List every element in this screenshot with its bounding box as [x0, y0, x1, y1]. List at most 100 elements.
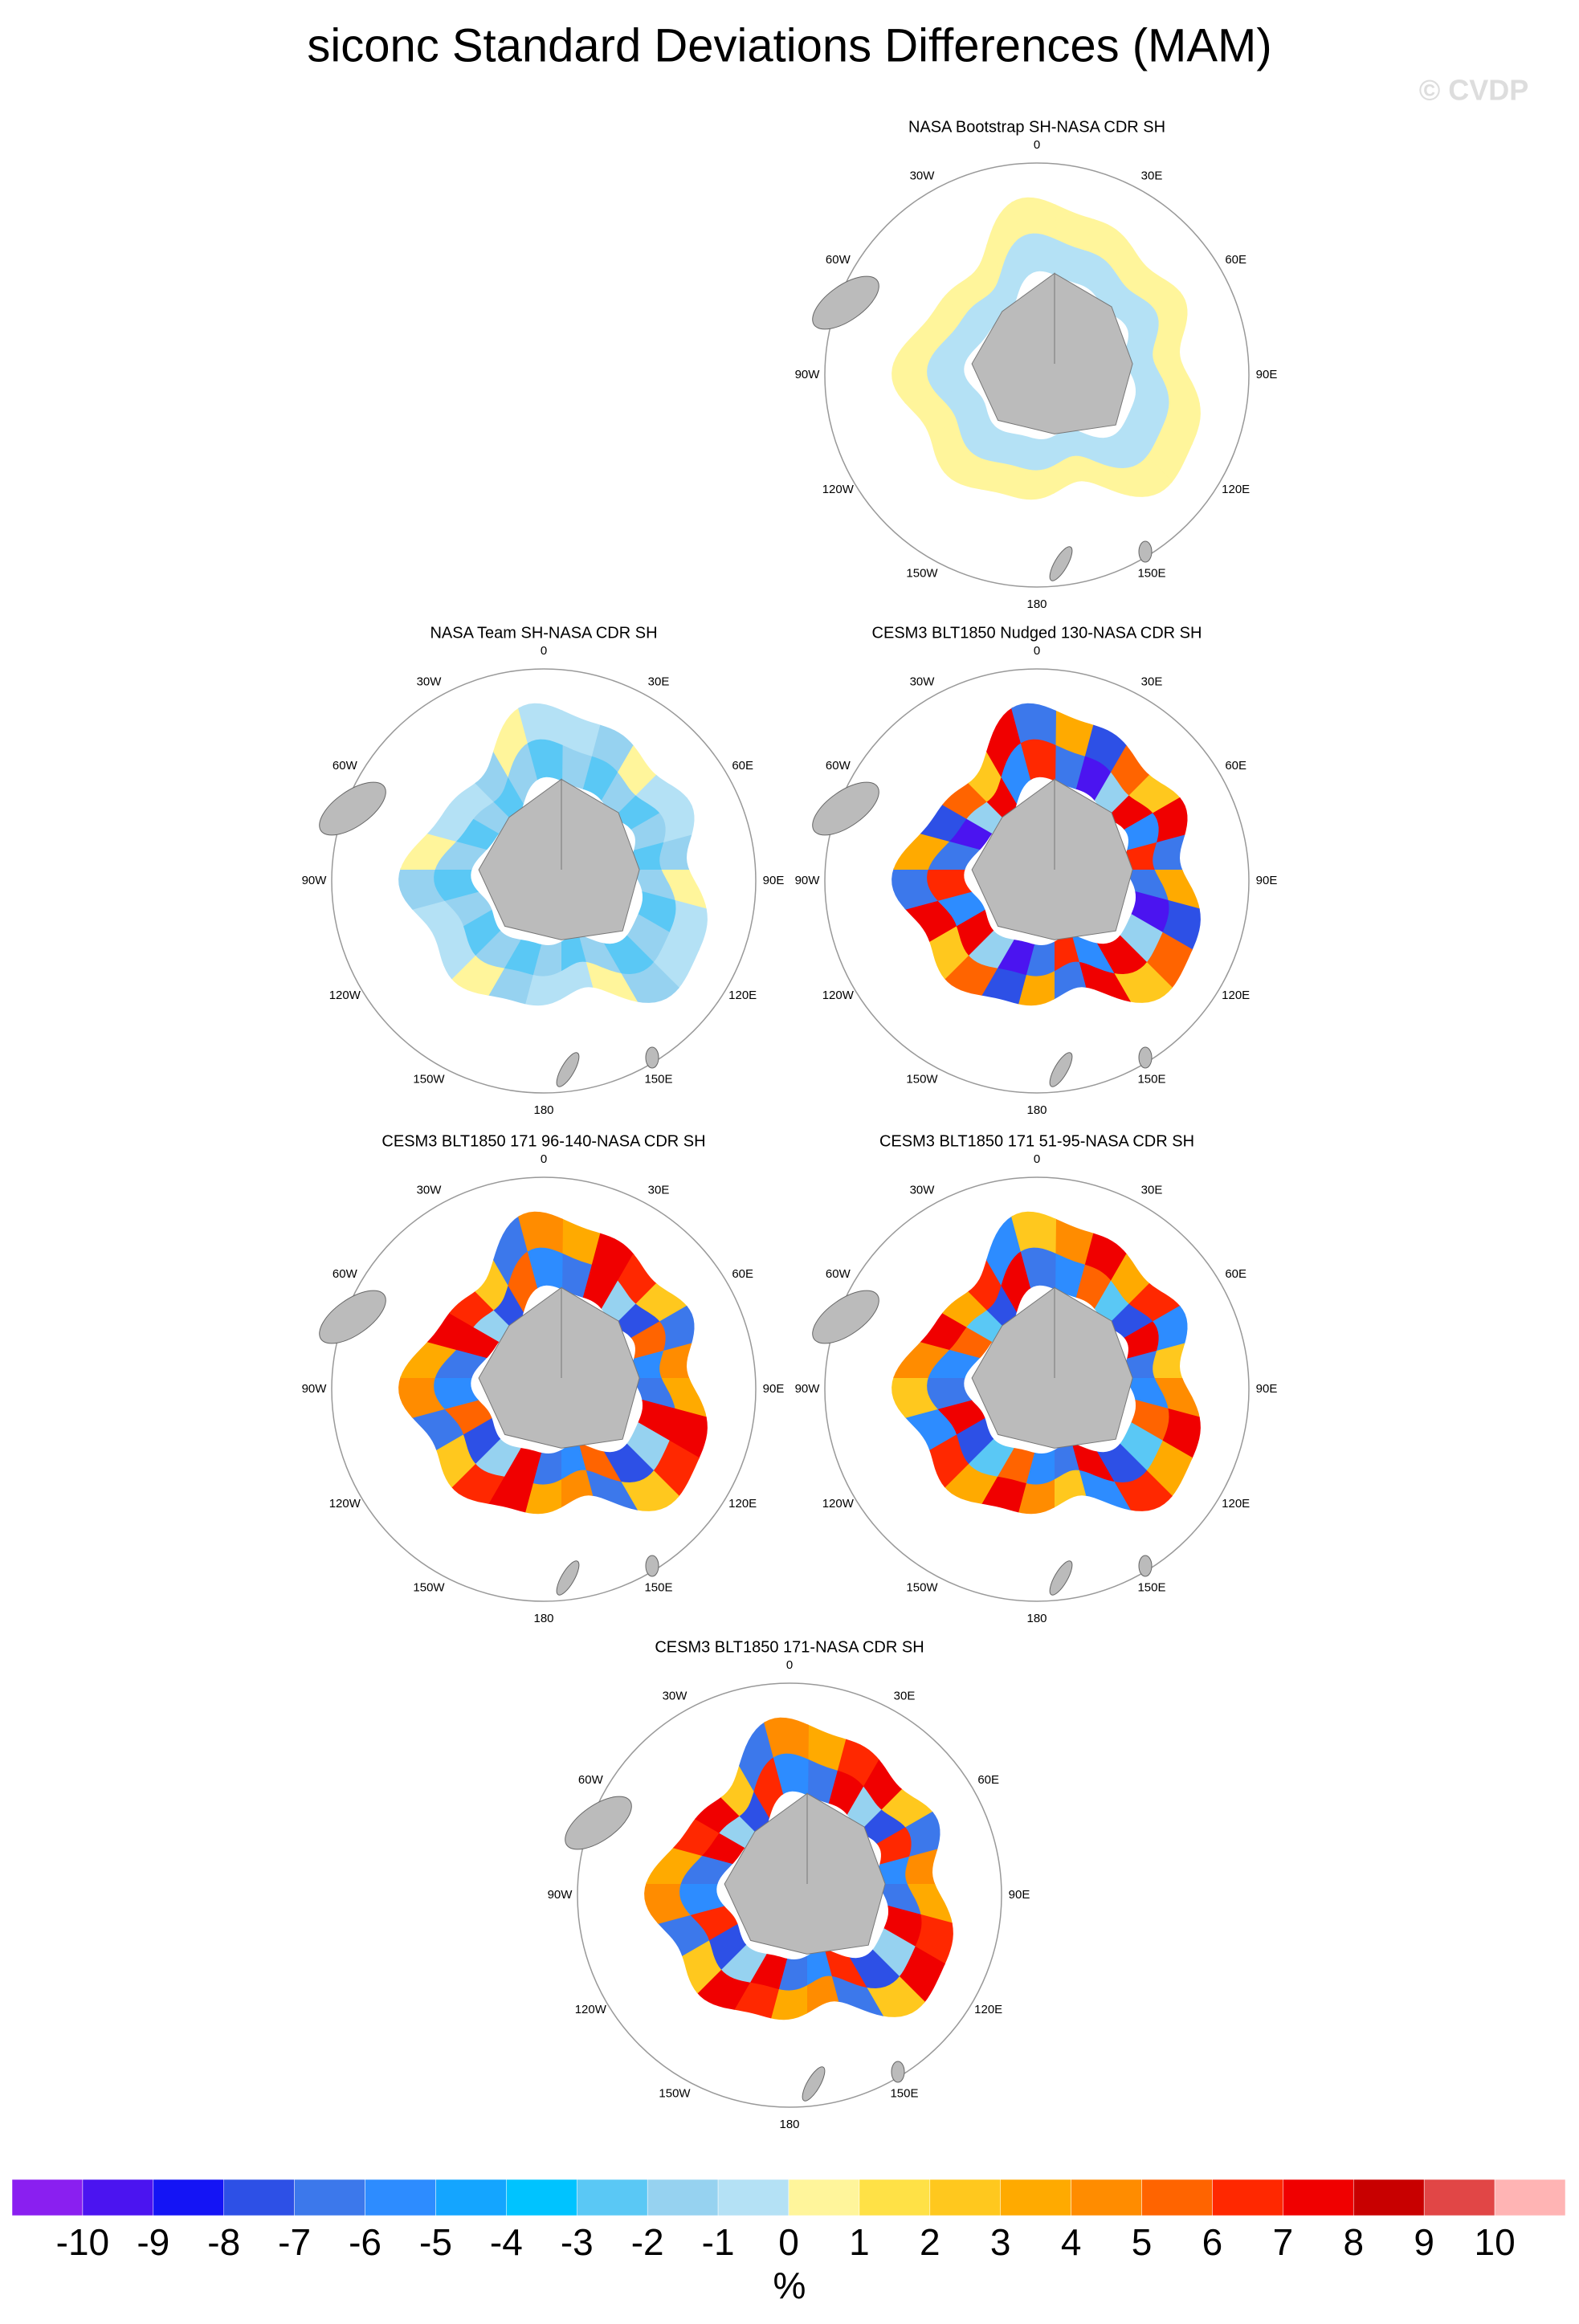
- ice-inner: [632, 1378, 675, 1410]
- colorbar-label: -7: [278, 2221, 311, 2263]
- longitude-label: 120W: [822, 989, 855, 1002]
- new-zealand: [802, 2066, 826, 2102]
- ice-inner: [1124, 813, 1159, 851]
- ice-outer: [892, 868, 939, 910]
- ice-outer: [591, 1233, 634, 1282]
- colorbar-label: 1: [849, 2221, 870, 2263]
- ice-inner: [1094, 772, 1130, 817]
- colorbar-label: 0: [778, 2221, 799, 2263]
- ice-outer: [1152, 1343, 1185, 1380]
- colorbar-label: -5: [419, 2221, 452, 2263]
- ice-outer: [657, 1914, 710, 1956]
- ice-inner: [1131, 1399, 1169, 1442]
- colorbar-label: -3: [561, 2221, 594, 2263]
- ice-inner: [527, 1247, 563, 1290]
- ice-inner: [966, 295, 1007, 328]
- colorbar-box: [859, 2179, 931, 2216]
- ice-inner: [503, 939, 542, 976]
- ice-outer: [1011, 703, 1056, 746]
- watermark: © CVDP: [1419, 74, 1529, 107]
- ice-inner: [928, 1348, 981, 1378]
- ice-inner: [1020, 739, 1056, 781]
- ice-inner: [986, 776, 1018, 822]
- ice-outer: [660, 1378, 707, 1419]
- colorbar-box: [153, 2179, 224, 2216]
- ice-outer: [451, 1462, 505, 1504]
- ice-inner: [435, 1348, 488, 1378]
- ice-outer: [398, 868, 446, 910]
- longitude-label: 180: [1026, 1103, 1047, 1117]
- ice-outer: [659, 1343, 692, 1380]
- ice-outer: [1153, 364, 1200, 405]
- longitude-label: 30W: [417, 1183, 443, 1197]
- colorbar-box: [577, 2179, 648, 2216]
- ice-outer: [644, 1882, 692, 1924]
- ice-inner: [949, 1326, 993, 1359]
- colorbar-label: 9: [1414, 2221, 1434, 2263]
- colorbar-label: 4: [1061, 2221, 1082, 2263]
- ice-inner: [1119, 408, 1163, 458]
- longitude-label: 90W: [548, 1888, 573, 1902]
- ice-inner: [1124, 307, 1159, 345]
- longitude-label: 30W: [663, 1689, 688, 1702]
- ice-outer: [892, 362, 939, 404]
- ice-outer: [561, 710, 602, 758]
- ice-outer: [863, 1759, 904, 1811]
- south-america: [319, 781, 386, 836]
- ice-outer: [518, 703, 563, 746]
- colorbar-label: -10: [56, 2221, 109, 2263]
- ice-inner: [632, 870, 675, 902]
- ice-outer: [435, 1433, 476, 1488]
- ice-outer: [739, 1721, 775, 1792]
- ice-inner: [1094, 266, 1130, 312]
- panel-title: NASA Bootstrap SH-NASA CDR SH: [908, 118, 1165, 136]
- longitude-label: 60E: [1225, 759, 1246, 773]
- ice-inner: [1055, 239, 1087, 284]
- ice-outer: [696, 1968, 751, 2010]
- ice-inner: [577, 1443, 622, 1482]
- longitude-label: 30W: [417, 675, 443, 688]
- ice-outer: [944, 448, 998, 490]
- ice-outer: [1084, 218, 1128, 268]
- ice-inner: [927, 1376, 972, 1409]
- ice-outer: [585, 960, 639, 1002]
- antarctica: [971, 1286, 1133, 1449]
- ice-outer: [524, 970, 561, 1006]
- ice-outer: [1152, 291, 1188, 338]
- ice-outer: [1055, 204, 1096, 252]
- ice-outer: [920, 804, 968, 842]
- ice-outer: [944, 1462, 998, 1504]
- ice-outer: [1110, 239, 1151, 291]
- ice-outer: [451, 954, 505, 996]
- colorbar-label: 5: [1132, 2221, 1153, 2263]
- ice-inner: [473, 801, 514, 834]
- longitude-label: 30W: [910, 169, 936, 182]
- figure-title: siconc Standard Deviations Differences (…: [307, 19, 1271, 71]
- panel-title: CESM3 BLT1850 171 96-140-NASA CDR SH: [381, 1132, 705, 1150]
- map-panel: CESM3 BLT1850 171 96-140-NASA CDR SH 0 30E…: [302, 1132, 785, 1625]
- ice-outer: [893, 326, 952, 364]
- ice-inner: [936, 385, 985, 421]
- tasmania: [1138, 1555, 1153, 1577]
- colorbar-box: [1353, 2179, 1425, 2216]
- colorbar-units: %: [773, 2265, 806, 2306]
- ice-inner: [560, 1443, 586, 1480]
- ice-inner: [1124, 1321, 1159, 1360]
- longitude-label: 30E: [894, 1689, 916, 1702]
- ice-inner: [638, 891, 676, 934]
- ice-outer: [1152, 328, 1185, 365]
- colorbar-box: [365, 2179, 436, 2216]
- ice-inner: [1075, 250, 1112, 296]
- south-america: [812, 275, 879, 330]
- ice-inner: [847, 1786, 883, 1832]
- ice-outer: [1011, 1211, 1056, 1254]
- longitude-label: 120E: [974, 2003, 1002, 2016]
- longitude-label: 90W: [795, 368, 821, 381]
- map-panel: NASA Team SH-NASA CDR SH 0 30E 60E 90E 120E 15…: [302, 624, 785, 1117]
- ice-outer: [400, 832, 459, 870]
- ice-inner: [876, 1827, 912, 1865]
- tasmania: [1138, 1046, 1153, 1069]
- longitude-label: 180: [533, 1103, 553, 1117]
- ice-inner: [689, 1905, 738, 1941]
- ice-inner: [828, 1770, 865, 1816]
